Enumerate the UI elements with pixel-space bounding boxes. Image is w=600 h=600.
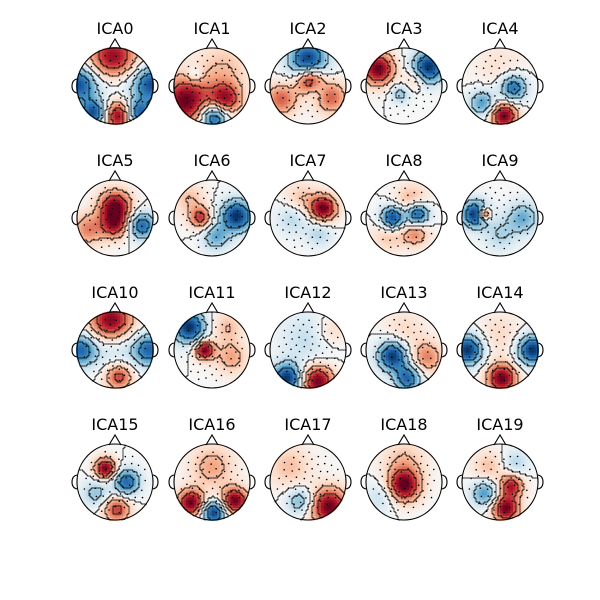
topomap-ica16: ICA16 [168,415,256,521]
head-outline [264,37,352,125]
head-outline [168,37,256,125]
head-outline [71,37,159,125]
head-outline [360,301,448,389]
head-outline [264,301,352,389]
topomap-ica6: ICA6 [168,151,256,257]
topomap-title: ICA12 [284,283,331,302]
topomap-sensors [372,450,436,514]
topomap-ica11: ICA11 [168,283,256,389]
topomap-contours [462,444,539,521]
head-outline [360,169,448,257]
topomap-sensors [372,318,436,382]
head-outline [168,169,256,257]
topomap-ica18: ICA18 [360,415,448,521]
head-outline [71,169,159,257]
head-outline [456,169,544,257]
topomap-title: ICA13 [380,283,427,302]
topomap-sensors [276,186,340,250]
topomap-sensors [180,450,243,514]
topomap-title: ICA3 [385,19,422,38]
topomap-title: ICA9 [481,151,518,170]
topomap-sensors [276,450,340,514]
topomap-field [173,311,251,389]
topomap-ica17: ICA17 [264,415,352,521]
topomap-sensors [180,54,243,118]
topomap-contours [462,322,539,389]
head-outline [71,433,159,521]
topomap-ica0: ICA0 [71,19,159,125]
topomap-sensors [83,450,146,514]
topomap-title: ICA11 [188,283,235,302]
topomap-title: ICA8 [385,151,422,170]
topomap-contours [77,187,154,254]
topomap-contours [366,453,423,521]
head-outline [360,433,448,521]
topomap-title: ICA6 [193,151,230,170]
topomap-sensors [83,186,146,250]
topomap-ica1: ICA1 [168,19,256,125]
topomap-sensors [468,186,531,250]
topomap-sensors [276,318,340,382]
topomap-title: ICA18 [380,415,427,434]
topomap-sensors [372,186,436,250]
head-outline [168,301,256,389]
topomap-title: ICA5 [96,151,133,170]
head-outline [456,37,544,125]
topomap-ica2: ICA2 [264,19,352,125]
head-outline [456,301,544,389]
topomap-title: ICA14 [476,283,523,302]
topomap-contours [368,333,439,389]
topomap-ica19: ICA19 [456,415,544,521]
topomap-title: ICA19 [476,415,523,434]
topomap-title: ICA16 [188,415,235,434]
topomap-title: ICA15 [91,415,138,434]
topomap-ica9: ICA9 [456,151,544,257]
head-outline [71,301,159,389]
topomap-title: ICA0 [96,19,133,38]
topomap-ica4: ICA4 [456,19,544,125]
topomap-sensors [180,318,243,382]
head-outline [264,169,352,257]
topomap-sensors [468,450,531,514]
head-outline [264,433,352,521]
topomap-title: ICA4 [481,19,518,38]
topomap-ica3: ICA3 [360,19,448,125]
topomap-contours [462,199,535,239]
topomap-sensors [276,54,340,118]
topomap-ica15: ICA15 [71,415,159,521]
topomap-ica10: ICA10 [71,283,159,389]
topomap-title: ICA17 [284,415,331,434]
topomap-ica5: ICA5 [71,151,159,257]
topomap-ica14: ICA14 [456,283,544,389]
topomap-title: ICA10 [91,283,138,302]
topomap-sensors [372,54,436,118]
topomap-ica7: ICA7 [264,151,352,257]
topomap-ica8: ICA8 [360,151,448,257]
topomap-title: ICA7 [289,151,326,170]
head-outline [456,433,544,521]
topomap-sensors [468,318,531,382]
topomap-sensors [180,186,243,250]
topomap-sensors [83,318,146,382]
head-outline [168,433,256,521]
topomap-title: ICA2 [289,19,326,38]
topomap-contours [174,63,243,125]
topomap-title: ICA1 [193,19,230,38]
head-outline [360,37,448,125]
topomap-sensors [468,54,531,118]
topomap-contours [366,48,443,122]
topomap-sensors [83,54,146,118]
topomap-ica12: ICA12 [264,283,352,389]
topomap-ica13: ICA13 [360,283,448,389]
